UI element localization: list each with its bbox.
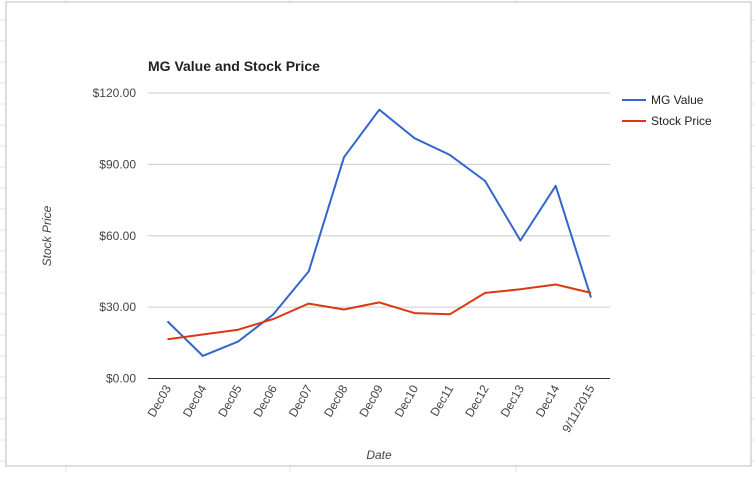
y-tick-label: $0.00 [106, 372, 136, 386]
data-point-stock-price [201, 333, 204, 336]
series-lines [166, 108, 592, 357]
data-point-mg-value [342, 156, 345, 159]
data-point-stock-price [272, 318, 275, 321]
series-line-stock-price [167, 283, 592, 341]
data-point-stock-price [484, 291, 487, 294]
data-point-stock-price [554, 283, 557, 286]
gridlines [148, 92, 610, 308]
data-point-stock-price [378, 301, 381, 304]
data-point-mg-value [484, 180, 487, 183]
data-point-stock-price [590, 291, 593, 294]
data-point-stock-price [307, 302, 310, 305]
data-point-mg-value [413, 137, 416, 140]
y-tick-label: $90.00 [99, 157, 136, 171]
x-axis-label: Date [366, 448, 392, 462]
legend-label: MG Value [651, 93, 704, 107]
data-point-mg-value [201, 354, 204, 357]
y-tick-label: $30.00 [99, 300, 136, 314]
data-point-mg-value [448, 153, 451, 156]
data-point-mg-value [590, 296, 593, 299]
y-axis-ticks: $0.00 $30.00 $60.00 $90.00 $120.00 [93, 86, 137, 386]
legend: MG Value Stock Price [622, 93, 712, 128]
data-point-stock-price [448, 313, 451, 316]
y-tick-label: $120.00 [93, 86, 137, 100]
series-line-mg-value [166, 108, 592, 357]
data-point-stock-price [237, 328, 240, 331]
y-axis-label: Stock Price [40, 205, 54, 266]
data-point-stock-price [342, 308, 345, 311]
data-point-mg-value [554, 184, 557, 187]
data-point-stock-price [413, 312, 416, 315]
data-point-mg-value [166, 320, 169, 323]
data-point-stock-price [166, 338, 169, 341]
data-point-mg-value [272, 313, 275, 316]
legend-label: Stock Price [651, 114, 712, 128]
data-point-mg-value [519, 239, 522, 242]
data-point-mg-value [378, 108, 381, 111]
y-tick-label: $60.00 [99, 229, 136, 243]
chart-title: MG Value and Stock Price [148, 58, 320, 74]
data-point-mg-value [237, 340, 240, 343]
data-point-stock-price [519, 288, 522, 291]
data-point-mg-value [307, 270, 310, 273]
chart-frame [5, 1, 752, 467]
